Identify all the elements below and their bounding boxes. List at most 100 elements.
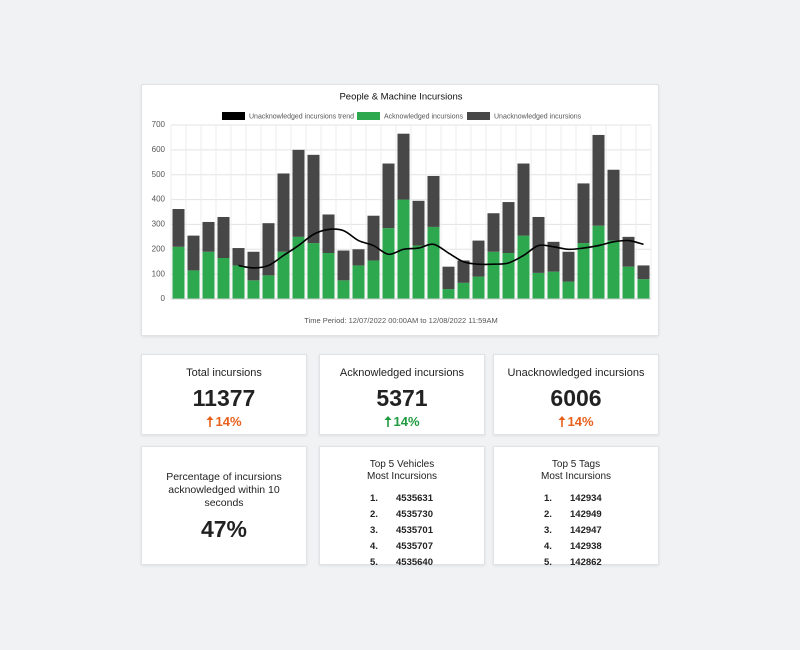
bar-segment [607, 169, 620, 241]
stat-value: 6006 [550, 385, 602, 411]
bar-segment [382, 228, 395, 299]
chart: People & Machine Incursions Time Period:… [152, 92, 652, 325]
list-item: 2. 142949 [544, 507, 658, 523]
bar-segment [637, 265, 650, 280]
bar-segment [217, 216, 230, 258]
bar-segment [367, 215, 380, 261]
list-id: 142934 [570, 493, 602, 504]
bar-segment [637, 279, 650, 299]
x-axis-label: Time Period: 12/07/2022 00:00AM to 12/08… [304, 316, 497, 325]
bar-segment [202, 221, 215, 252]
top-list-card: Top 5 Vehicles Most Incursions 1. 4535631 2.… [319, 446, 485, 568]
bar-segment [622, 236, 635, 267]
list-id: 4535631 [396, 493, 433, 504]
list-rank: 4. [370, 541, 378, 552]
legend-swatch [357, 112, 380, 120]
stat-change-value: 14% [393, 414, 420, 429]
list-rank: 3. [370, 525, 378, 536]
list-item: 2. 4535730 [370, 507, 484, 523]
bar-segment [202, 251, 215, 299]
stat-change: 14% [494, 414, 658, 429]
bar-segment [577, 243, 590, 299]
bar-segment [307, 154, 320, 244]
y-tick-label: 700 [152, 120, 166, 129]
chart-title: People & Machine Incursions [339, 92, 462, 103]
bar-segment [277, 251, 290, 299]
list-item: 3. 142947 [544, 523, 658, 539]
list-item: 5. 142862 [544, 555, 658, 571]
bar-segment [547, 241, 560, 272]
bar-segment [532, 272, 545, 299]
percentage-card: Percentage of incursions acknowledged wi… [141, 446, 307, 565]
bar-segment [232, 265, 245, 299]
stat-value: 5371 [376, 385, 428, 411]
list-title: Top 5 Tags Most Incursions [494, 459, 658, 483]
list-subtitle: Most Incursions [366, 471, 438, 482]
list-item: 5. 4535640 [370, 555, 484, 571]
bar-segment [292, 236, 305, 299]
legend-label: Acknowledged incursions [384, 113, 463, 120]
bar-segment [427, 175, 440, 227]
list-item: 4. 4535707 [370, 539, 484, 555]
list-rank: 1. [544, 493, 552, 504]
list-title-line: Top 5 Vehicles [369, 459, 435, 470]
list-rank: 5. [370, 557, 378, 568]
y-tick-label: 200 [152, 244, 166, 253]
stat-change: 14% [320, 414, 484, 429]
bar-segment [592, 225, 605, 299]
list-id: 4535730 [396, 509, 433, 520]
bar-segment [367, 260, 380, 299]
bar-segment [232, 248, 245, 266]
bar-segment [382, 163, 395, 229]
bar-segment [337, 280, 350, 299]
bar-segment [502, 253, 515, 299]
stat-title: Acknowledged incursions [339, 367, 465, 379]
list-id: 4535701 [396, 525, 433, 536]
y-tick-label: 300 [152, 220, 166, 229]
up-arrow [206, 416, 214, 427]
bar-segment [517, 163, 530, 236]
bar-segment [457, 260, 470, 283]
legend-label: Unacknowledged incursions [494, 113, 582, 120]
list-title: Top 5 Vehicles Most Incursions [320, 459, 484, 483]
stat-card: Acknowledged incursions 5371 14% [319, 354, 485, 435]
list: 1. 4535631 2. 4535730 3. 4535701 4. 4535707 5. 45… [370, 491, 484, 571]
bar-segment [517, 235, 530, 299]
list-id: 142938 [570, 541, 602, 552]
bar-segment [442, 266, 455, 290]
bar-segment [172, 209, 185, 247]
bar-segment [187, 270, 200, 299]
list-item: 1. 4535631 [370, 491, 484, 507]
bar-segment [277, 173, 290, 252]
bar-segment [562, 281, 575, 299]
trend-line [238, 228, 644, 269]
bar-segment [472, 276, 485, 299]
y-tick-label: 100 [152, 269, 166, 278]
bar-segment [442, 289, 455, 299]
legend-swatch [222, 112, 245, 120]
up-arrow [384, 416, 392, 427]
bar-segment [622, 266, 635, 299]
bar-segment [547, 271, 560, 299]
bar-segment [397, 133, 410, 200]
bar-segment [172, 246, 185, 299]
bar-segment [412, 245, 425, 299]
bar-segment [337, 250, 350, 281]
bar-segment [412, 200, 425, 246]
list-id: 4535640 [396, 557, 433, 568]
bar-segment [472, 240, 485, 277]
stat-title: Unacknowledged incursions [507, 367, 645, 379]
bar-segment [577, 183, 590, 244]
bar-segment [352, 265, 365, 299]
bar-segment [487, 251, 500, 299]
bar-segment [262, 223, 275, 276]
percentage-title: Percentage of incursions acknowledged wi… [166, 471, 282, 509]
stat-card: Total incursions 11377 14% [141, 354, 307, 435]
bar-segment [502, 202, 515, 254]
bar-segment [427, 226, 440, 299]
bar-segment [262, 275, 275, 299]
stat-card: Unacknowledged incursions 6006 14% [493, 354, 659, 435]
bar-segment [187, 235, 200, 271]
bar-segment [457, 282, 470, 299]
